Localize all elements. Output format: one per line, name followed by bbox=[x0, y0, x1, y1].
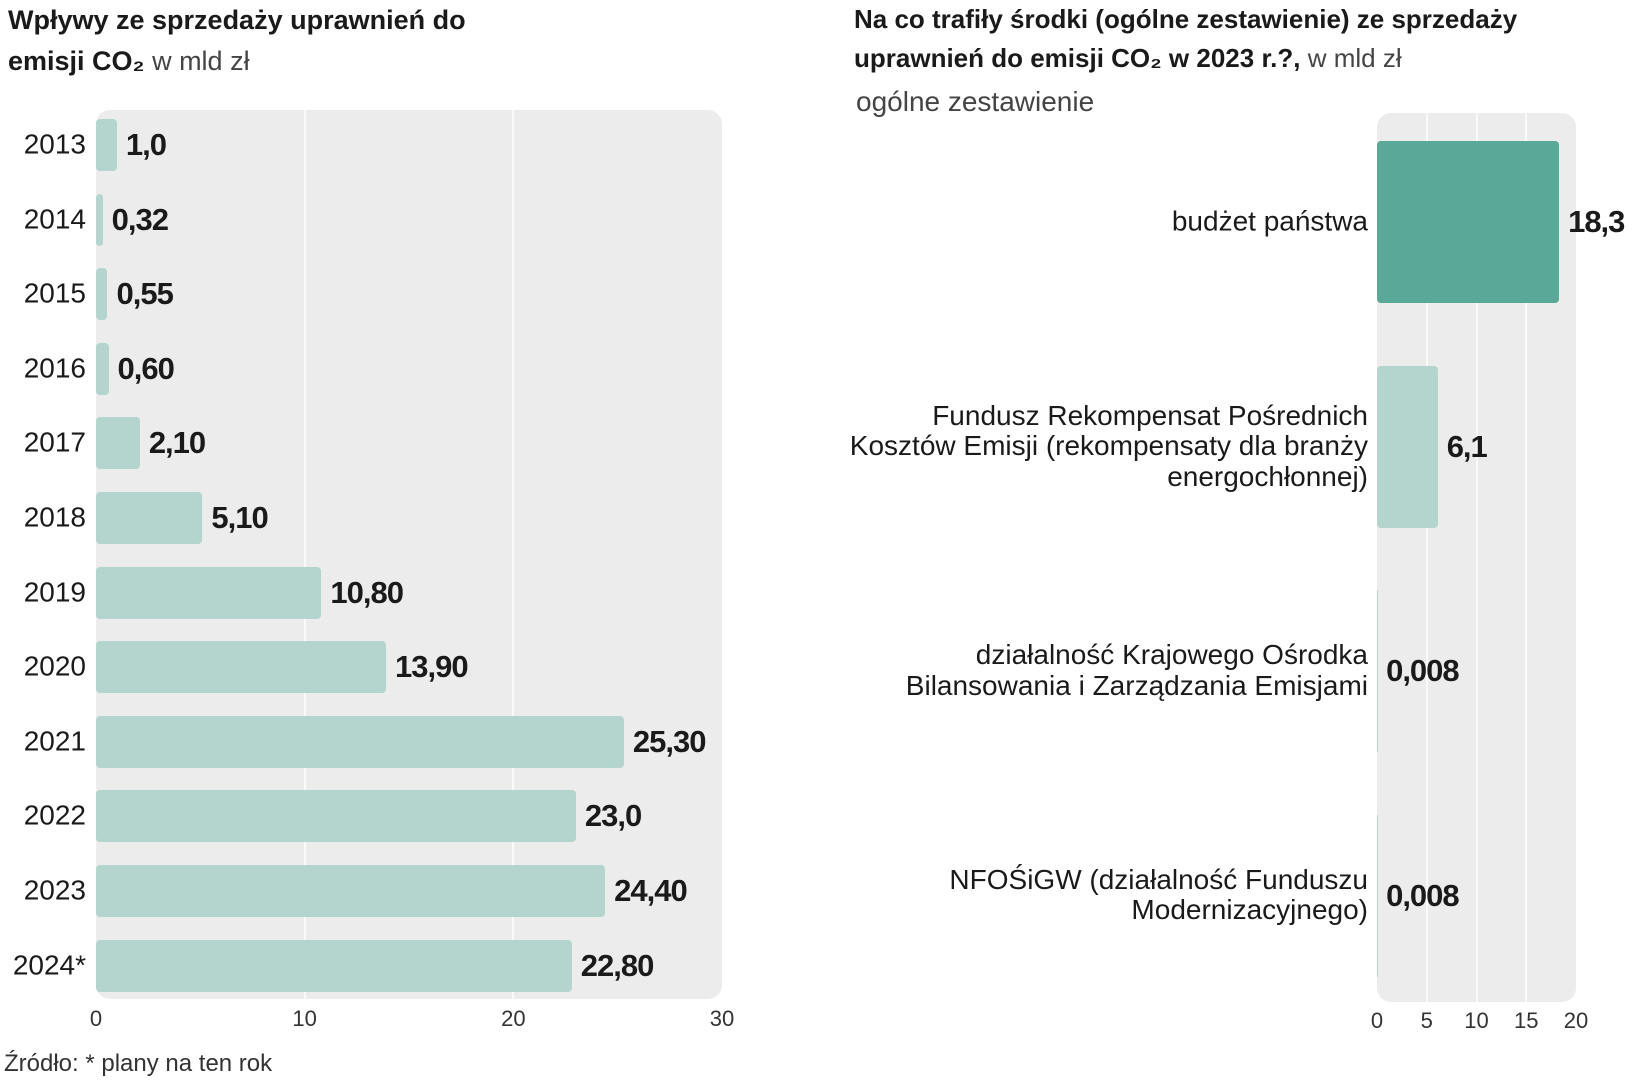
bar bbox=[96, 566, 322, 619]
unit: w mld zł bbox=[1307, 43, 1402, 73]
bar bbox=[96, 492, 203, 544]
data-label: 18,3 bbox=[1568, 204, 1625, 239]
category-label: 2023 bbox=[23, 874, 86, 906]
data-label: 6,1 bbox=[1446, 428, 1488, 464]
category-label: 2013 bbox=[23, 128, 86, 160]
category-label: 2020 bbox=[23, 650, 86, 682]
category-label: Fundusz Rekompensat Pośrednich Kosztów E… bbox=[849, 399, 1368, 492]
category-label: 2022 bbox=[23, 799, 86, 831]
data-label: 0,008 bbox=[1386, 877, 1460, 913]
category-label: NFOŚiGW (działalność Funduszu Modernizac… bbox=[949, 863, 1368, 926]
bar bbox=[96, 715, 624, 768]
bar bbox=[1377, 814, 1378, 977]
x-tick-label: 15 bbox=[1514, 1008, 1539, 1033]
category-label: 2021 bbox=[23, 725, 86, 757]
x-tick-label: 5 bbox=[1420, 1008, 1433, 1033]
bar bbox=[1377, 590, 1378, 752]
x-tick-label: 30 bbox=[709, 1006, 735, 1031]
category-label: działalność Krajowego Ośrodka Bilansowan… bbox=[905, 639, 1368, 701]
grid-line bbox=[1475, 113, 1478, 1002]
bar bbox=[96, 193, 103, 246]
x-tick-label: 10 bbox=[292, 1006, 317, 1031]
chart-title-1: Wpływy ze sprzedaży uprawnień do emisji … bbox=[8, 0, 508, 81]
bar bbox=[96, 790, 576, 843]
category-label: 2014 bbox=[23, 203, 86, 235]
data-label: 0,55 bbox=[116, 276, 173, 312]
data-label: 1,0 bbox=[125, 127, 167, 162]
bar bbox=[96, 268, 108, 321]
category-label: 2015 bbox=[23, 277, 86, 309]
x-tick-label: 20 bbox=[1563, 1008, 1589, 1033]
data-label: 22,80 bbox=[580, 947, 655, 983]
bar bbox=[96, 417, 140, 470]
subtitle: ogólne zestawienie bbox=[856, 86, 1095, 117]
x-tick-label: 10 bbox=[1464, 1008, 1489, 1033]
bar bbox=[1377, 365, 1438, 528]
bar bbox=[96, 865, 606, 917]
title: Na co trafiły środki (ogólne zestawienie… bbox=[854, 4, 1518, 73]
data-label: 0,008 bbox=[1386, 653, 1460, 688]
data-label: 0,60 bbox=[117, 350, 175, 386]
grid-line bbox=[512, 110, 515, 999]
data-label: 13,90 bbox=[395, 649, 469, 685]
data-label: 25,30 bbox=[632, 723, 707, 759]
bar bbox=[96, 939, 572, 992]
x-tick-label: 0 bbox=[1370, 1008, 1384, 1033]
category-label: 2017 bbox=[23, 426, 86, 458]
category-label: 2019 bbox=[23, 576, 86, 608]
grid-line bbox=[1525, 113, 1528, 1002]
data-label: 23,0 bbox=[584, 798, 642, 834]
x-tick-label: 0 bbox=[89, 1006, 103, 1031]
title: Wpływy ze sprzedaży uprawnień do emisji … bbox=[8, 5, 466, 76]
chart-title-2: Na co trafiły środki (ogólne zestawienie… bbox=[854, 0, 1640, 78]
source-note: Źródło: * plany na ten rok bbox=[4, 1050, 273, 1077]
bar bbox=[96, 641, 387, 694]
bar bbox=[96, 119, 117, 171]
unit: w mld zł bbox=[152, 45, 250, 76]
data-label: 5,10 bbox=[211, 500, 268, 535]
bar bbox=[1377, 141, 1560, 303]
grid-line bbox=[1425, 113, 1428, 1002]
data-label: 2,10 bbox=[148, 425, 206, 461]
category-label: 2024* bbox=[12, 949, 86, 981]
x-tick-label: 20 bbox=[501, 1006, 526, 1031]
data-label: 10,80 bbox=[330, 574, 404, 610]
grid-line bbox=[303, 110, 306, 999]
category-label: 2016 bbox=[23, 352, 86, 384]
bar bbox=[96, 342, 109, 395]
data-label: 0,32 bbox=[111, 201, 169, 237]
category-label: budżet państwa bbox=[1171, 205, 1368, 237]
data-label: 24,40 bbox=[614, 873, 688, 908]
plot-background bbox=[96, 110, 722, 999]
category-label: 2018 bbox=[23, 501, 86, 533]
